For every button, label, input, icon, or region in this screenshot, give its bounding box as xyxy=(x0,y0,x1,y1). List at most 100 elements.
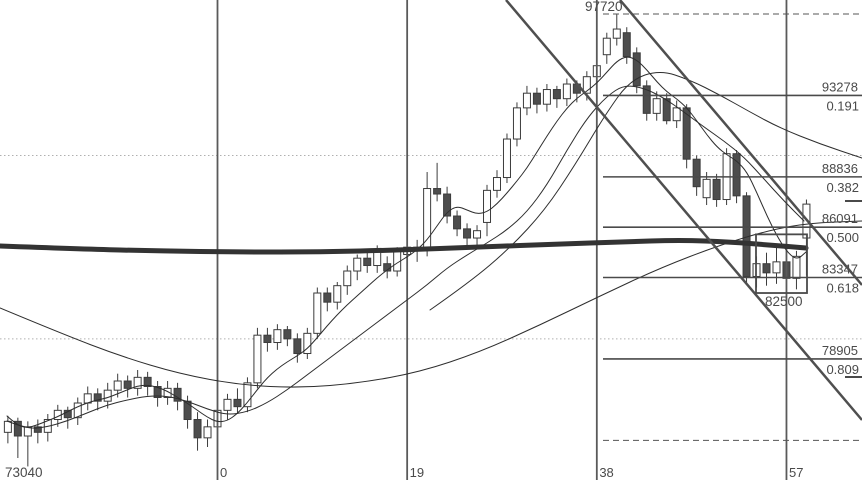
candle-body-bull xyxy=(113,380,122,391)
candle-body-bull xyxy=(343,270,352,287)
candle-body-bear xyxy=(193,419,202,439)
candle xyxy=(283,326,292,347)
candle-body-bear xyxy=(323,292,332,303)
candle xyxy=(343,265,352,295)
candle xyxy=(363,252,372,273)
candle xyxy=(293,333,302,363)
candle-body-bull xyxy=(483,189,492,223)
candle xyxy=(602,32,611,64)
candle-body-bear xyxy=(293,338,302,355)
candle xyxy=(632,47,641,94)
candle-body-bear xyxy=(712,178,721,201)
fib-ratio-label: 0.382 xyxy=(826,180,859,195)
candle-body-bull xyxy=(612,28,621,39)
candle-body-bull xyxy=(473,230,482,239)
candle xyxy=(512,102,521,147)
candle xyxy=(123,375,132,398)
fib-ratio-label: 0.191 xyxy=(826,98,859,113)
candle-body-bear xyxy=(263,334,272,344)
candle-body-bear xyxy=(143,376,152,388)
candle-body-bull xyxy=(502,138,511,179)
candle-body-bear xyxy=(283,329,292,340)
candle-body-bear xyxy=(33,426,42,433)
candle-body-bear xyxy=(622,32,631,58)
candle-body-bear xyxy=(732,153,741,197)
candle-body-bull xyxy=(103,389,112,402)
candle xyxy=(463,223,472,246)
fib-ratio-label: 0.809 xyxy=(826,362,859,377)
candle xyxy=(542,84,551,112)
candle xyxy=(273,324,282,350)
candle-body-bull xyxy=(303,332,312,355)
candle-body-bull xyxy=(702,178,711,199)
candle-body-bull xyxy=(353,257,362,272)
candle-body-bear xyxy=(443,193,452,217)
candle-body-bull xyxy=(772,261,781,274)
annotation-peak-price: 97720 xyxy=(585,0,623,14)
candle-body-bear xyxy=(632,52,641,87)
candle xyxy=(622,27,631,64)
candle-body-bull xyxy=(512,107,521,140)
candle-body-bull xyxy=(542,89,551,105)
candle-body-bull xyxy=(243,382,252,408)
candle-body-bull xyxy=(492,177,501,191)
candle xyxy=(483,184,492,237)
candle xyxy=(522,85,531,116)
candle xyxy=(133,370,142,396)
consolidation-box[interactable] xyxy=(755,233,808,294)
candle xyxy=(223,393,232,420)
candle-body-bear xyxy=(642,85,651,114)
candle xyxy=(233,388,242,415)
candle xyxy=(93,388,102,411)
candle xyxy=(143,371,152,396)
candle xyxy=(193,412,202,451)
x-axis-tick-label: 38 xyxy=(599,465,613,480)
candle xyxy=(672,100,681,129)
candle xyxy=(492,170,501,198)
candle xyxy=(323,287,332,312)
candle xyxy=(473,225,482,248)
candle xyxy=(243,377,252,413)
x-axis-labels: 0 19 38 57 xyxy=(220,465,803,480)
candle xyxy=(642,80,651,121)
candle-body-bull xyxy=(792,255,801,279)
fib-price-label: 93278 xyxy=(822,79,858,94)
fib-price-label: 88836 xyxy=(822,161,858,176)
candle-body-bear xyxy=(13,420,22,437)
candle-body-bull xyxy=(273,329,282,344)
ma-medium-line xyxy=(6,85,805,429)
downtrend-line-2[interactable] xyxy=(619,0,862,286)
fib-ratio-label: 0.618 xyxy=(826,280,859,295)
candle xyxy=(443,186,452,224)
downtrend-line-1[interactable] xyxy=(505,0,862,421)
candle xyxy=(253,327,262,389)
candle xyxy=(453,210,462,237)
candle-body-bear xyxy=(532,92,541,105)
candle-body-bear xyxy=(93,393,102,402)
x-axis-tick-label: 0 xyxy=(220,465,227,480)
candle xyxy=(712,173,721,207)
candle-body-bear xyxy=(453,215,462,230)
annotation-left-low-price: 73040 xyxy=(5,465,43,480)
candle xyxy=(532,87,541,114)
candle xyxy=(33,419,42,444)
candle xyxy=(153,381,162,407)
candle-body-bull xyxy=(133,376,142,389)
candle xyxy=(762,252,771,286)
candle xyxy=(552,85,561,108)
candle-body-bull xyxy=(522,92,531,109)
candle xyxy=(433,162,442,202)
candle xyxy=(502,133,511,184)
candle xyxy=(662,93,671,125)
candle xyxy=(313,287,322,339)
candle-body-bear xyxy=(433,188,442,195)
ma-long-thick-line xyxy=(0,238,809,255)
candle-body-bear xyxy=(233,398,242,408)
candle-body-bull xyxy=(223,398,232,411)
vertical-gridlines xyxy=(216,0,788,480)
candle-body-bear xyxy=(63,409,72,419)
fibonacci-retracement[interactable]: 93278 0.191 88836 0.382 86091 0.500 83347 0.618… xyxy=(603,13,862,441)
candle-body-bear xyxy=(662,98,671,122)
